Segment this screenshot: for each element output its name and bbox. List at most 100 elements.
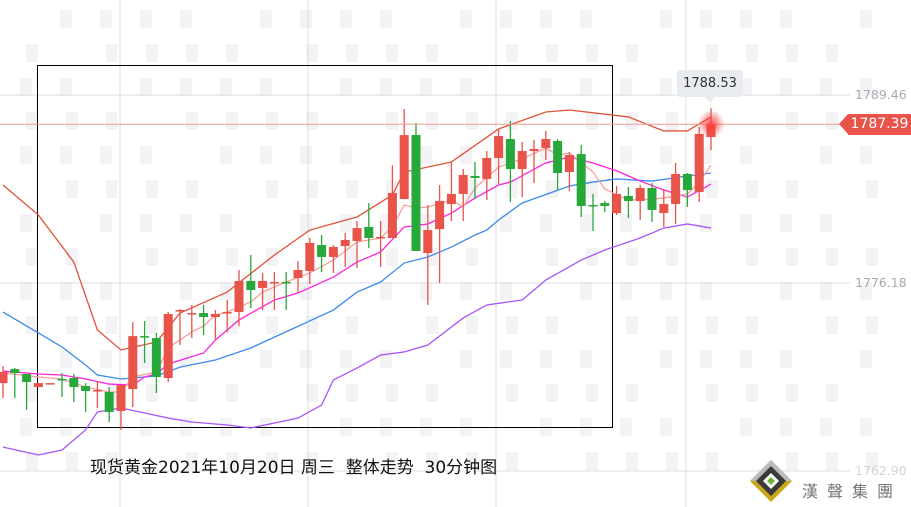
candle-body xyxy=(352,228,362,241)
watermark-block xyxy=(786,452,798,470)
watermark-block xyxy=(146,180,158,198)
watermark-block xyxy=(866,316,878,334)
watermark-block xyxy=(860,350,872,368)
watermark-block xyxy=(300,282,312,300)
candle-body xyxy=(458,174,468,194)
watermark-block xyxy=(586,452,598,470)
candle-body xyxy=(22,374,32,383)
watermark-block xyxy=(226,44,238,62)
watermark-block xyxy=(820,214,832,232)
watermark-block xyxy=(186,180,198,198)
watermark-block xyxy=(26,112,38,130)
candle-body xyxy=(411,135,421,252)
watermark-block xyxy=(740,10,752,28)
upper-band-series xyxy=(2,109,712,351)
watermark-block xyxy=(660,10,672,28)
watermark-block xyxy=(786,248,798,266)
candle xyxy=(529,140,539,184)
watermark-block xyxy=(780,418,792,436)
watermark-block xyxy=(500,10,512,28)
watermark-block xyxy=(580,282,592,300)
watermark-block xyxy=(546,44,558,62)
candle-body xyxy=(659,204,669,214)
watermark-block xyxy=(220,78,232,96)
watermark-block xyxy=(706,44,718,62)
watermark-block xyxy=(180,214,192,232)
y-tick-label: 1776.18 xyxy=(855,275,907,290)
candle-body xyxy=(128,336,138,390)
watermark-block xyxy=(146,384,158,402)
watermark-block xyxy=(180,78,192,96)
candle xyxy=(635,185,645,221)
watermark-block xyxy=(506,316,518,334)
watermark-block xyxy=(580,10,592,28)
watermark-block xyxy=(626,452,638,470)
candle xyxy=(246,254,256,309)
watermark-block xyxy=(660,78,672,96)
watermark-block xyxy=(620,78,632,96)
candle-body xyxy=(81,386,91,392)
watermark-block xyxy=(346,44,358,62)
candle-body xyxy=(222,312,232,314)
watermark-block xyxy=(380,282,392,300)
watermark-block xyxy=(386,44,398,62)
watermark-block xyxy=(500,214,512,232)
candle-body xyxy=(33,383,43,388)
watermark-block xyxy=(186,452,198,470)
candle-body xyxy=(470,175,480,178)
watermark-block xyxy=(140,350,152,368)
candle xyxy=(399,109,409,200)
watermark-block xyxy=(106,180,118,198)
watermark-block xyxy=(586,248,598,266)
watermark-block xyxy=(780,10,792,28)
watermark-block xyxy=(706,180,718,198)
candle-body xyxy=(564,155,574,173)
candle-body xyxy=(69,377,79,388)
candle-body xyxy=(92,390,102,392)
candle-body xyxy=(175,310,185,312)
watermark-block xyxy=(306,44,318,62)
candle-body xyxy=(682,173,692,190)
watermark-block xyxy=(746,44,758,62)
candle-body xyxy=(151,338,161,377)
watermark-block xyxy=(826,384,838,402)
watermark-block xyxy=(786,180,798,198)
candle xyxy=(258,272,268,311)
candle-body xyxy=(269,282,279,284)
candle-body xyxy=(210,314,220,317)
watermark-block xyxy=(626,112,638,130)
watermark-block xyxy=(826,248,838,266)
candle-body xyxy=(364,226,374,238)
grid xyxy=(0,0,850,507)
watermark-block xyxy=(460,146,472,164)
watermark-block xyxy=(186,384,198,402)
watermark-block xyxy=(540,78,552,96)
watermark-block xyxy=(660,146,672,164)
watermark-block xyxy=(300,214,312,232)
candle-body xyxy=(482,157,492,179)
watermark-block xyxy=(340,214,352,232)
watermark-block xyxy=(420,282,432,300)
watermark-block xyxy=(740,350,752,368)
watermark-block xyxy=(386,112,398,130)
watermark-block xyxy=(340,78,352,96)
watermark-block xyxy=(706,316,718,334)
candle xyxy=(376,220,386,268)
watermark-block xyxy=(660,418,672,436)
watermark-block xyxy=(420,214,432,232)
watermark-block xyxy=(26,452,38,470)
candle xyxy=(576,144,586,218)
candle-body xyxy=(317,245,327,257)
watermark-block xyxy=(66,112,78,130)
watermark-block xyxy=(426,316,438,334)
candle xyxy=(505,121,515,203)
watermark-block xyxy=(460,78,472,96)
watermark-block xyxy=(506,452,518,470)
candle xyxy=(470,161,480,200)
candle-body xyxy=(57,378,67,381)
watermark-block xyxy=(106,316,118,334)
watermark-block xyxy=(466,316,478,334)
candle xyxy=(682,173,692,207)
candles xyxy=(0,108,716,430)
watermark-block xyxy=(60,350,72,368)
